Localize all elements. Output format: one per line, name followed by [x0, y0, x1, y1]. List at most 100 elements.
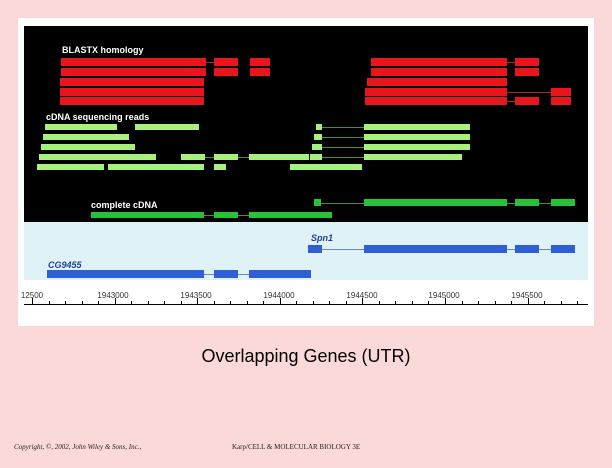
- axis-minor-tick: [131, 301, 132, 304]
- axis-minor-tick: [478, 301, 479, 304]
- axis-tick-label: 12500: [20, 291, 44, 300]
- cdna-exon: [214, 212, 238, 218]
- cdna-read: [214, 164, 226, 170]
- cdna-read: [39, 154, 156, 160]
- axis-minor-tick: [164, 301, 165, 304]
- cdna-read: [310, 154, 322, 160]
- cg9455-exon: [249, 270, 311, 278]
- copyright-notice: Copyright, ©, 2002, John Wiley & Sons, I…: [14, 443, 142, 451]
- cdna-read: [249, 154, 309, 160]
- axis-minor-tick: [346, 301, 347, 304]
- cdna-connector: [205, 157, 214, 158]
- blastx-connector: [206, 62, 214, 63]
- blastx-connector: [507, 101, 515, 102]
- blastx-hit: [365, 97, 507, 105]
- cdna-intron: [321, 203, 364, 204]
- blastx-hit: [250, 58, 270, 66]
- cdna-read: [312, 144, 322, 150]
- axis-major-tick: [362, 298, 363, 304]
- axis-minor-tick: [495, 301, 496, 304]
- cdna-exon: [314, 199, 321, 206]
- axis-minor-tick: [329, 301, 330, 304]
- axis-minor-tick: [313, 301, 314, 304]
- cg9455-label: CG9455: [48, 260, 82, 270]
- cdna-connector: [322, 137, 364, 138]
- cdna-read: [41, 144, 135, 150]
- spn1-intron: [507, 249, 515, 250]
- blastx-hit: [515, 58, 539, 66]
- blastx-hit: [60, 88, 204, 96]
- axis-tick-label: 1943500: [180, 291, 212, 300]
- slide-caption: Overlapping Genes (UTR): [201, 346, 411, 366]
- axis-major-tick: [115, 298, 116, 304]
- axis-minor-tick: [561, 301, 562, 304]
- axis-minor-tick: [577, 301, 578, 304]
- spn1-exon: [364, 245, 507, 253]
- axis-panel: [24, 280, 588, 322]
- blastx-hit: [60, 97, 204, 105]
- cdna-exon: [91, 212, 204, 218]
- blastx-hit: [515, 97, 539, 105]
- axis-minor-tick: [148, 301, 149, 304]
- spn1-intron: [322, 249, 364, 250]
- blastx-hit: [214, 68, 238, 76]
- axis-minor-tick: [49, 301, 50, 304]
- cg9455-intron: [238, 274, 249, 275]
- blastx-hit: [515, 68, 539, 76]
- cdna-read: [364, 154, 462, 160]
- spn1-exon: [515, 245, 539, 253]
- cdna-read: [364, 144, 470, 150]
- cdna-read: [314, 134, 322, 140]
- cdna-intron: [507, 203, 515, 204]
- axis-minor-tick: [214, 301, 215, 304]
- spn1-intron: [539, 249, 551, 250]
- axis-major-tick: [528, 298, 529, 304]
- blastx-hit: [60, 78, 204, 86]
- axis-tick-label: 1944000: [263, 291, 295, 300]
- axis-major-tick: [445, 298, 446, 304]
- axis-minor-tick: [98, 301, 99, 304]
- cdna-connector: [322, 147, 364, 148]
- blastx-hit: [214, 58, 238, 66]
- axis-tick-label: 1943000: [97, 291, 129, 300]
- cdna-read: [364, 124, 470, 130]
- axis-minor-tick: [65, 301, 66, 304]
- axis-minor-tick: [181, 301, 182, 304]
- axis-line: [24, 304, 588, 305]
- spn1-label: Spn1: [311, 233, 334, 243]
- axis-major-tick: [197, 298, 198, 304]
- axis-minor-tick: [544, 301, 545, 304]
- cdna-exon: [515, 199, 539, 206]
- axis-minor-tick: [428, 301, 429, 304]
- cdna-read: [181, 154, 205, 160]
- cdna-connector: [322, 127, 364, 128]
- blastx-label: BLASTX homology: [62, 45, 144, 55]
- blastx-connector: [507, 62, 515, 63]
- cdna-read: [290, 164, 362, 170]
- cdna-intron: [539, 203, 551, 204]
- cdna-connector: [238, 157, 249, 158]
- blastx-hit: [250, 68, 270, 76]
- cdna-exon: [551, 199, 575, 206]
- axis-minor-tick: [379, 301, 380, 304]
- cg9455-intron: [204, 274, 214, 275]
- cdna-exon: [364, 199, 507, 206]
- cdna-read: [135, 124, 199, 130]
- cdna-exon: [249, 212, 332, 218]
- axis-tick-label: 1944500: [346, 291, 378, 300]
- axis-minor-tick: [395, 301, 396, 304]
- axis-minor-tick: [462, 301, 463, 304]
- axis-minor-tick: [511, 301, 512, 304]
- axis-tick-label: 1945000: [428, 291, 460, 300]
- blastx-hit: [61, 58, 206, 66]
- blastx-hit: [551, 97, 571, 105]
- cdna-connector: [322, 157, 364, 158]
- axis-major-tick: [280, 298, 281, 304]
- cdna-reads-label: cDNA sequencing reads: [46, 112, 150, 122]
- cdna-intron: [238, 215, 249, 216]
- cdna-read: [43, 134, 129, 140]
- axis-minor-tick: [230, 301, 231, 304]
- blastx-hit: [371, 58, 507, 66]
- axis-tick-label: 1945500: [511, 291, 543, 300]
- blastx-hit: [61, 68, 206, 76]
